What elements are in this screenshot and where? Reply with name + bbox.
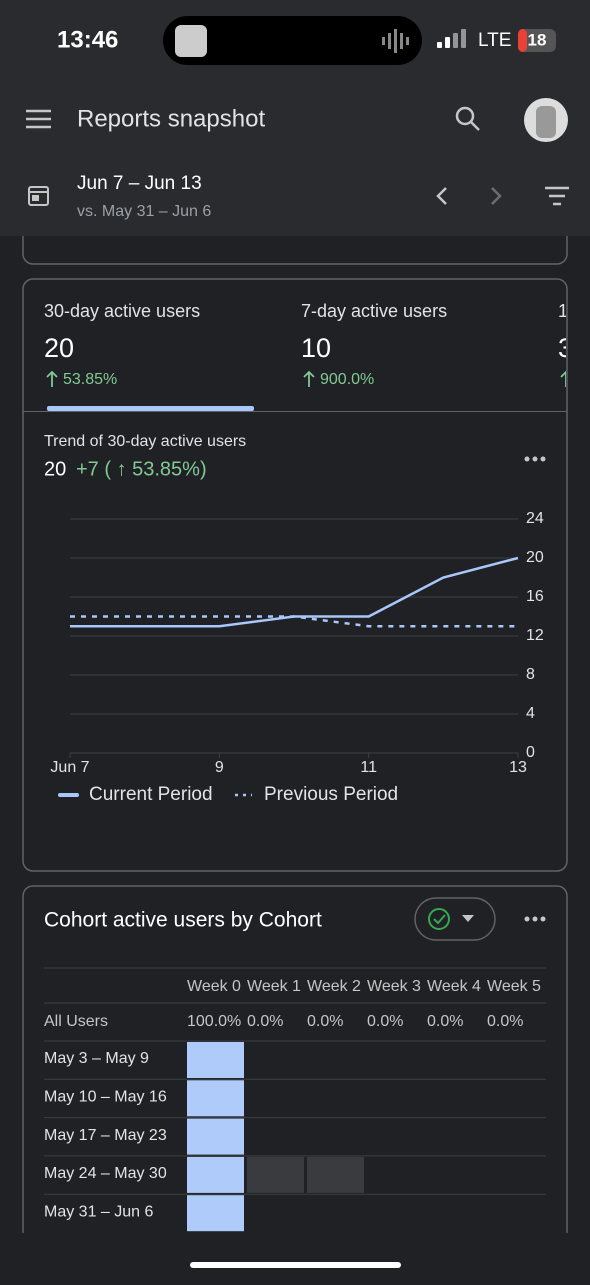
x-tick-label: 13 [509, 759, 527, 776]
metric-tabs: 30-day active users 20 53.85% 7-day active … [44, 301, 584, 388]
row-label: May 17 – May 23 [44, 1127, 167, 1144]
series-line [70, 615, 518, 628]
battery-level [518, 29, 527, 52]
cohort-table: Week 0 Week 1 Week 2 Week 3 Week 4 Week 5 All … [44, 967, 546, 1232]
column-header: Week 1 [247, 978, 301, 995]
cohort-menu[interactable] [524, 916, 546, 922]
up-arrow [560, 370, 566, 387]
row-label: May 31 – Jun 6 [44, 1203, 154, 1220]
column-header: Week 0 [187, 978, 241, 995]
search-icon[interactable] [455, 106, 480, 131]
column-header: Week 5 [487, 978, 541, 995]
line-chart: 0 4 8 12 16 20 24 Jun 7 9 11 13 Current Period Previ… [50, 510, 543, 805]
headline-delta: +7 ( ↑ 53.85%) [76, 458, 207, 480]
network: LTE [478, 30, 511, 51]
metric-change: 900.0% [320, 371, 374, 388]
metric-label: 1-d [558, 301, 584, 321]
column-header: Week 2 [307, 978, 361, 995]
cohort-cell [187, 1195, 244, 1232]
y-tick-label: 4 [526, 705, 535, 722]
island-thumb [175, 25, 207, 57]
metric-label: 7-day active users [301, 301, 447, 321]
cohort-cell [307, 1156, 364, 1193]
metric-value: 10 [301, 333, 331, 363]
cohort-card [22, 885, 568, 1285]
total-cell: 0.0% [487, 1013, 523, 1030]
dropdown-arrow [462, 915, 474, 922]
y-tick-label: 0 [526, 744, 535, 761]
battery-text: 18 [528, 30, 547, 49]
cohort-cell [247, 1156, 304, 1193]
filter-icon[interactable] [545, 186, 569, 206]
total-cell: 100.0% [187, 1013, 241, 1030]
cohort-cell [187, 1118, 244, 1155]
total-cell: 0.0% [307, 1013, 343, 1030]
legend-label: Current Period [89, 784, 213, 805]
x-tick-label: 11 [360, 759, 377, 776]
total-cell: 0.0% [367, 1013, 403, 1030]
app-title: Reports snapshot [77, 105, 265, 132]
cohort-title: Cohort active users by Cohort [44, 909, 322, 932]
metric-change: 53.85% [63, 371, 117, 388]
signal-icon [437, 29, 466, 48]
compare-button[interactable] [414, 897, 496, 941]
legend-label: Previous Period [264, 784, 398, 805]
headline-value: 20 [44, 458, 66, 480]
calendar-icon[interactable] [28, 186, 49, 206]
dynamic-island [163, 16, 422, 65]
up-arrow [46, 370, 58, 387]
column-header: Week 3 [367, 978, 421, 995]
x-tick-label: Jun 7 [50, 759, 89, 776]
row-label: May 24 – May 30 [44, 1165, 167, 1182]
up-arrow [303, 370, 315, 387]
home-indicator [190, 1262, 401, 1268]
y-tick-label: 12 [526, 627, 544, 644]
x-tick-label: 9 [215, 759, 224, 776]
y-tick-label: 8 [526, 666, 535, 683]
cohort-cell [187, 1156, 244, 1193]
date-compare: vs. May 31 – Jun 6 [77, 203, 211, 220]
y-tick-label: 16 [526, 588, 544, 605]
chart-menu[interactable] [524, 456, 546, 462]
chart-title: Trend of 30-day active users [44, 433, 246, 450]
battery [518, 29, 556, 52]
next-button[interactable] [491, 187, 502, 205]
cohort-cell [187, 1042, 244, 1078]
check-mark [433, 914, 446, 925]
total-cell: 0.0% [247, 1013, 283, 1030]
row-label: All Users [44, 1013, 108, 1030]
metric-value: 3 [558, 333, 573, 363]
tab-group: 30-day active users 20 53.85% 7-day active … [44, 301, 584, 388]
metric-value: 20 [44, 333, 74, 363]
column-header: Week 4 [427, 978, 481, 995]
card-edge [22, 236, 568, 265]
bottom-area [0, 1233, 590, 1280]
y-tick-label: 20 [526, 549, 544, 566]
island-wave [382, 29, 409, 53]
tab-indicator [47, 406, 254, 411]
avatar-figure [536, 106, 556, 138]
status-time: 13:46 [57, 26, 118, 53]
check-icon [428, 908, 450, 930]
prev-button[interactable] [436, 187, 447, 205]
menu-icon[interactable] [26, 109, 51, 129]
total-cell: 0.0% [427, 1013, 463, 1030]
cohort-cell [187, 1080, 244, 1117]
row-label: May 10 – May 16 [44, 1089, 167, 1106]
row-label: May 3 – May 9 [44, 1050, 149, 1067]
metrics-card [22, 278, 568, 872]
metric-label: 30-day active users [44, 301, 200, 321]
date-range: Jun 7 – Jun 13 [77, 173, 202, 194]
y-tick-label: 24 [526, 510, 544, 527]
